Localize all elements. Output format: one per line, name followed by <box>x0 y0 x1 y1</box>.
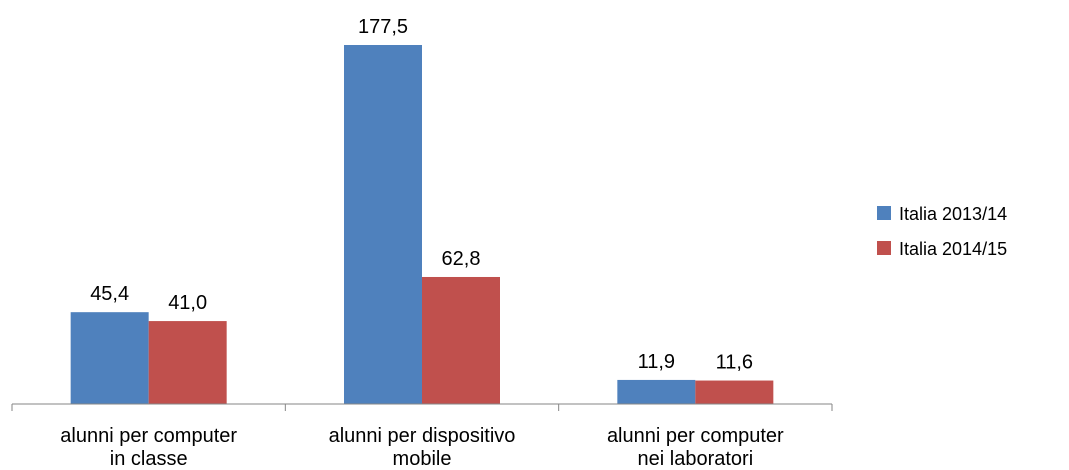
legend-label-1: Italia 2013/14 <box>899 204 1007 224</box>
legend-swatch-2 <box>877 241 891 255</box>
legend-swatch-1 <box>877 206 891 220</box>
category-label-line: alunni per dispositivo <box>329 425 516 447</box>
data-label-1-3: 11,9 <box>638 351 675 373</box>
category-label-3: alunni per computer nei laboratori <box>607 425 784 470</box>
bar-2-1 <box>148 321 227 404</box>
category-label-line: alunni per computer <box>60 425 237 447</box>
category-label-line: alunni per computer <box>607 425 784 447</box>
category-label-2: alunni per dispositivo mobile <box>329 425 516 470</box>
bar-2-3 <box>695 380 774 404</box>
category-label-line: nei laboratori <box>638 448 754 470</box>
bar-1-3 <box>617 379 696 404</box>
bar-2-2 <box>422 276 500 404</box>
legend-label-2: Italia 2014/15 <box>899 239 1007 259</box>
data-label-2-1: 41,0 <box>168 292 207 314</box>
bar-1-1 <box>70 312 149 404</box>
data-label-2-3: 11,6 <box>716 352 753 374</box>
data-label-1-1: 45,4 <box>90 283 129 305</box>
bar-1-2 <box>344 45 422 404</box>
data-label-2-2: 62,8 <box>442 248 481 270</box>
data-label-1-2: 177,5 <box>358 16 408 38</box>
legend: Italia 2013/14 Italia 2014/15 <box>877 204 1007 259</box>
category-label-line: in classe <box>110 448 188 470</box>
category-label-1: alunni per computer in classe <box>60 425 237 470</box>
category-label-line: mobile <box>393 448 452 470</box>
